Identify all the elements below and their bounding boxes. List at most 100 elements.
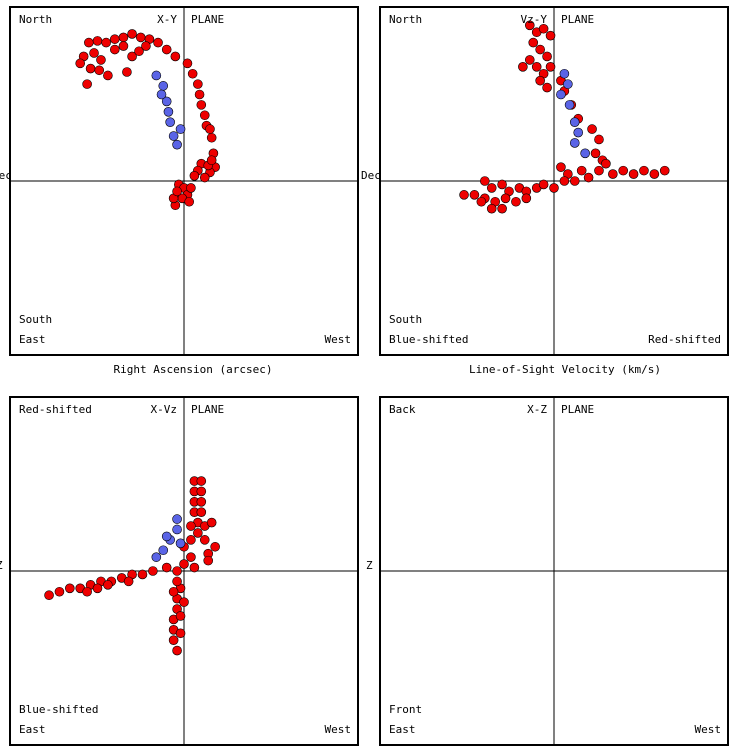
data-point bbox=[127, 29, 137, 39]
data-point bbox=[151, 70, 162, 81]
data-point bbox=[524, 20, 535, 31]
data-point bbox=[497, 179, 507, 190]
data-point bbox=[186, 535, 196, 545]
data-point bbox=[85, 63, 96, 74]
data-point bbox=[469, 190, 480, 200]
chart-title: Vz-Y bbox=[520, 13, 548, 26]
data-point bbox=[608, 169, 618, 179]
data-point bbox=[639, 165, 649, 176]
data-point bbox=[54, 586, 65, 597]
data-point bbox=[156, 89, 167, 100]
data-point bbox=[583, 172, 594, 183]
front-label: Front bbox=[389, 703, 423, 716]
data-point bbox=[206, 155, 217, 166]
xy-plane-chart: North X-Y PLANE South East West bbox=[9, 6, 359, 356]
data-point bbox=[545, 62, 556, 72]
data-point bbox=[590, 148, 601, 159]
red-shifted-label: Red-shifted bbox=[648, 333, 721, 346]
data-point bbox=[476, 196, 487, 207]
data-point bbox=[486, 203, 497, 214]
data-point bbox=[196, 507, 207, 517]
data-point bbox=[564, 100, 575, 110]
data-point bbox=[118, 41, 129, 51]
vzy-plane-chart: North Vz-Y PLANE South Blue-shifted Red-… bbox=[379, 6, 729, 356]
data-point bbox=[542, 51, 552, 62]
data-point bbox=[92, 36, 103, 46]
data-point bbox=[594, 165, 604, 176]
data-point bbox=[193, 79, 203, 89]
data-point bbox=[210, 541, 220, 552]
data-point bbox=[497, 203, 507, 214]
data-point bbox=[518, 62, 528, 72]
data-point bbox=[538, 23, 549, 34]
data-point bbox=[628, 169, 639, 179]
data-point bbox=[196, 497, 207, 507]
east-label: East bbox=[389, 723, 416, 736]
north-label: North bbox=[389, 13, 423, 26]
data-point bbox=[110, 44, 120, 55]
data-point bbox=[123, 576, 134, 587]
data-point bbox=[153, 37, 163, 48]
data-point bbox=[184, 196, 194, 207]
xz-plane-chart: Back X-Z PLANE Front East West bbox=[379, 396, 729, 746]
vzy-plot-area bbox=[381, 8, 727, 354]
data-point bbox=[196, 100, 207, 110]
data-point bbox=[122, 67, 132, 77]
data-point bbox=[206, 132, 217, 143]
south-label: South bbox=[389, 313, 423, 326]
data-point bbox=[148, 566, 158, 576]
west-label: West bbox=[324, 723, 352, 736]
plane-label: PLANE bbox=[191, 13, 225, 26]
data-point bbox=[556, 89, 566, 100]
plane-label: PLANE bbox=[191, 403, 225, 416]
data-point bbox=[179, 597, 189, 607]
data-point bbox=[172, 645, 182, 656]
xvz-plot-area bbox=[11, 398, 357, 744]
data-point bbox=[559, 176, 570, 186]
data-point bbox=[601, 158, 611, 169]
data-point bbox=[521, 193, 532, 204]
data-point bbox=[186, 521, 196, 531]
data-point bbox=[576, 165, 587, 176]
data-point bbox=[118, 32, 129, 43]
data-point bbox=[101, 37, 111, 48]
data-point bbox=[75, 58, 85, 69]
data-point bbox=[194, 89, 205, 100]
x-axis-label: Right Ascension (arcsec) bbox=[113, 363, 273, 376]
data-point bbox=[573, 127, 584, 138]
south-label: South bbox=[19, 313, 53, 326]
data-point bbox=[165, 117, 175, 127]
data-point bbox=[172, 139, 182, 150]
data-point bbox=[569, 176, 580, 186]
data-point bbox=[110, 34, 120, 44]
data-point bbox=[535, 44, 545, 55]
data-point bbox=[172, 514, 182, 524]
data-point bbox=[82, 79, 92, 89]
data-point bbox=[84, 37, 94, 48]
y-axis-label: Dec bbox=[361, 169, 381, 182]
data-point bbox=[486, 183, 497, 193]
data-point bbox=[186, 552, 196, 562]
data-point bbox=[186, 183, 196, 193]
data-point bbox=[196, 486, 207, 497]
data-point bbox=[135, 32, 146, 43]
data-point bbox=[189, 562, 200, 573]
data-point bbox=[559, 68, 570, 79]
data-point bbox=[545, 30, 556, 41]
data-point bbox=[92, 583, 103, 594]
data-point bbox=[175, 611, 186, 621]
chart-title: X-Y bbox=[157, 13, 177, 26]
data-point bbox=[531, 62, 542, 72]
data-point bbox=[480, 176, 490, 186]
x-axis-label: Line-of-Sight Velocity (km/s) bbox=[468, 363, 662, 376]
data-point bbox=[649, 169, 660, 179]
data-point bbox=[179, 559, 189, 569]
data-point bbox=[196, 476, 207, 486]
data-point bbox=[44, 590, 54, 601]
data-point bbox=[563, 79, 573, 89]
east-label: East bbox=[19, 723, 46, 736]
data-point bbox=[158, 81, 169, 91]
east-label: East bbox=[19, 333, 46, 346]
data-point bbox=[161, 44, 172, 55]
data-point bbox=[65, 583, 75, 594]
